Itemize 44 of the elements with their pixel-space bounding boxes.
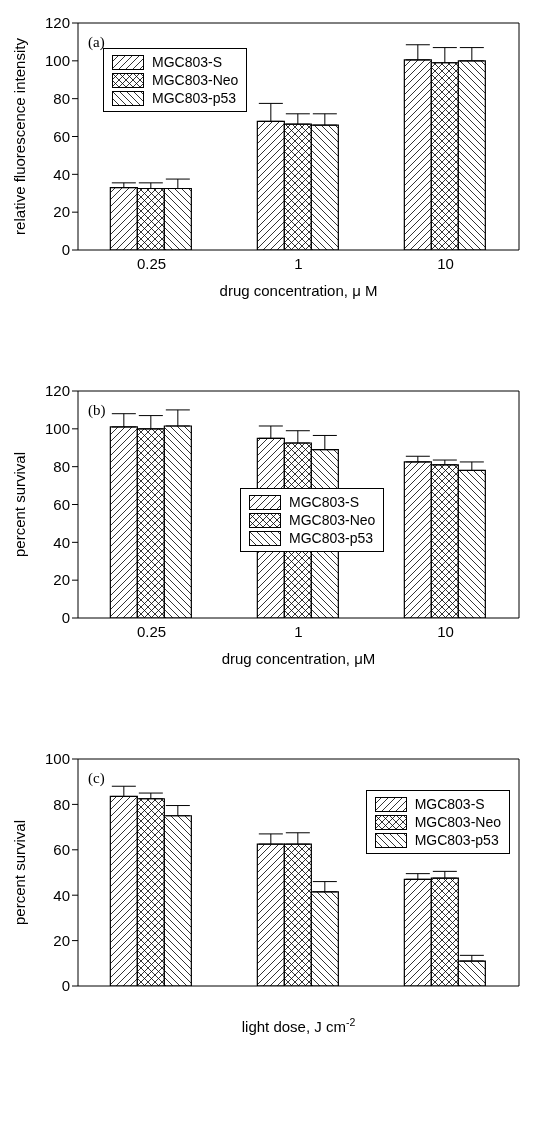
legend-label: MGC803-p53	[152, 90, 237, 106]
y-tick-label: 0	[61, 609, 70, 627]
y-tick-label: 80	[53, 457, 70, 475]
y-tick-label: 40	[53, 165, 70, 183]
y-tick-label: 100	[44, 750, 70, 768]
legend-label: MGC803-Neo	[152, 72, 239, 88]
legend-label: MGC803-S	[289, 494, 360, 510]
y-tick-label: 0	[61, 241, 70, 259]
y-axis-title: percent survival	[11, 451, 29, 558]
x-tick-label: 10	[437, 622, 454, 640]
x-tick-label: 0.25	[136, 622, 167, 640]
legend-label: MGC803-S	[152, 54, 223, 70]
y-tick-label: 60	[53, 841, 70, 859]
y-tick-label: 20	[53, 931, 70, 949]
y-tick-label: 120	[44, 14, 70, 32]
x-tick-label: 10	[437, 254, 454, 272]
x-tick-label: 0.25	[136, 254, 167, 272]
legend-label: MGC803-Neo	[414, 814, 501, 830]
x-axis-title: drug concentration, μM	[221, 650, 376, 667]
y-tick-label: 40	[53, 886, 70, 904]
legend-label: MGC803-p53	[414, 832, 499, 848]
legend-label: MGC803-Neo	[289, 512, 376, 528]
y-tick-label: 0	[61, 977, 70, 995]
legend-label: MGC803-p53	[289, 530, 374, 546]
y-tick-label: 20	[53, 203, 70, 221]
y-tick-label: 20	[53, 571, 70, 589]
y-tick-label: 80	[53, 795, 70, 813]
x-tick-label: 1	[294, 254, 303, 272]
x-axis-title: light dose, J cm$^{-2}$	[241, 1016, 356, 1035]
y-tick-label: 120	[44, 382, 70, 400]
y-axis-title: percent survival	[11, 819, 29, 926]
y-tick-label: 100	[44, 52, 70, 70]
annotation: (b)	[88, 402, 106, 419]
y-tick-label: 40	[53, 533, 70, 551]
y-axis-title: relative fluorescence intensity	[11, 37, 29, 235]
x-axis-title: drug concentration, μ M	[219, 282, 378, 299]
y-tick-label: 60	[53, 127, 70, 145]
annotation: (a)	[88, 34, 105, 51]
legend-label: MGC803-S	[414, 796, 485, 812]
y-tick-label: 100	[44, 420, 70, 438]
y-tick-label: 60	[53, 495, 70, 513]
annotation: (c)	[88, 770, 105, 787]
y-tick-label: 80	[53, 89, 70, 107]
x-tick-label: 1	[294, 622, 303, 640]
